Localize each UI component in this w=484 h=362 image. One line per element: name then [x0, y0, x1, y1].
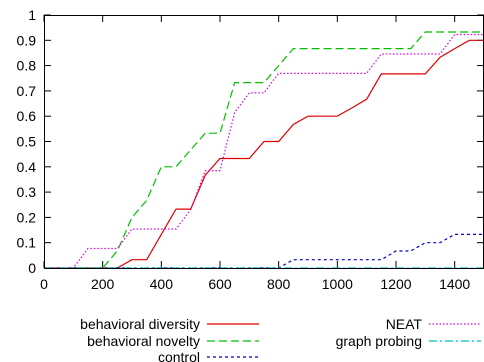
x-tick-label: 1000	[322, 276, 353, 292]
legend-label: behavioral diversity	[80, 316, 200, 332]
legend-label: graph probing	[336, 333, 422, 349]
y-tick-label: 0.4	[17, 159, 37, 175]
y-tick-label: 0.5	[17, 134, 37, 150]
y-tick-label: 0.7	[17, 83, 37, 99]
x-tick-label: 600	[208, 276, 232, 292]
x-tick-label: 800	[267, 276, 291, 292]
series-line-behavioral-novelty	[44, 31, 484, 269]
series-lines	[44, 31, 484, 269]
x-tick-label: 0	[40, 276, 48, 292]
x-tick-label: 200	[91, 276, 115, 292]
y-tick-label: 0	[28, 260, 36, 276]
legend-label: NEAT	[386, 316, 423, 332]
x-tick-label: 1400	[439, 276, 470, 292]
y-tick-label: 0.8	[17, 58, 37, 74]
y-tick-label: 0.1	[17, 235, 37, 251]
x-tick-label: 1200	[380, 276, 411, 292]
y-tick-label: 0.2	[17, 209, 37, 225]
series-line-control	[44, 233, 484, 269]
y-tick-label: 0.9	[17, 32, 37, 48]
y-tick-label: 0.3	[17, 184, 37, 200]
y-tick-label: 1	[28, 7, 36, 23]
x-tick-label: 400	[150, 276, 174, 292]
series-line-behavioral-diversity	[44, 39, 484, 269]
legend-label: behavioral novelty	[87, 333, 200, 349]
legend-label: control	[158, 349, 200, 362]
y-axis-ticks: 0 0.1 0.2 0.3 0.4 0.5 0.6 0.7 0.8 0.9 1	[17, 7, 484, 276]
series-line-neat	[44, 33, 484, 269]
y-tick-label: 0.6	[17, 108, 37, 124]
